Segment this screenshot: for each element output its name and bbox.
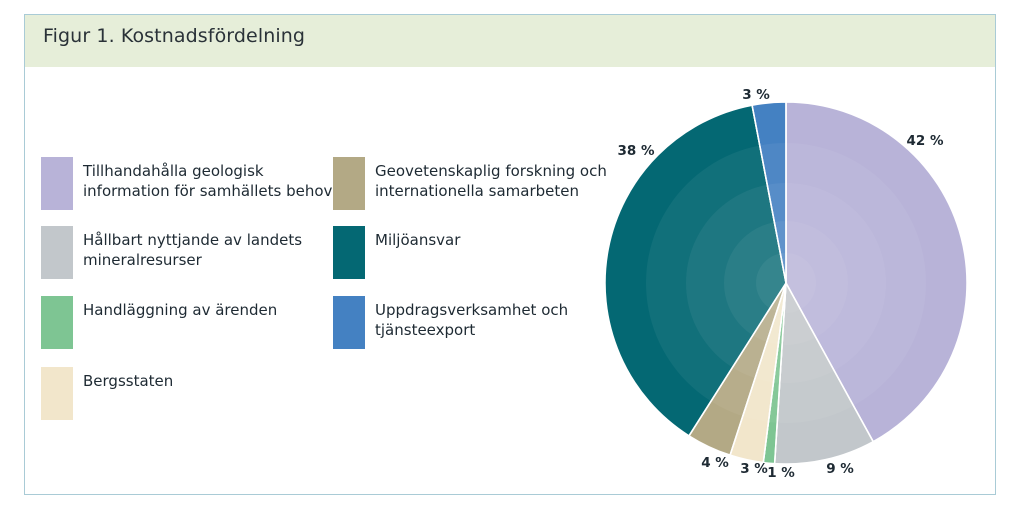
- legend-item: Uppdragsverksamhet och tjänsteexport: [333, 296, 615, 349]
- pie-data-label: 9 %: [826, 461, 854, 477]
- legend-swatch: [41, 157, 73, 210]
- figure-title: Figur 1. Kostnadsfördelning: [43, 25, 306, 47]
- pie-separator: [773, 282, 787, 464]
- legend-item: Hållbart nyttjande av landets mineralres…: [41, 226, 333, 279]
- legend-item: Geovetenskaplig forskning och internatio…: [333, 157, 615, 210]
- figure-header: Figur 1. Kostnadsfördelning: [25, 15, 995, 67]
- legend-label: Hållbart nyttjande av landets mineralres…: [83, 231, 303, 269]
- legend-item: Bergsstaten: [41, 367, 333, 420]
- legend-item: Handläggning av ärenden: [41, 296, 333, 349]
- legend-label: Geovetenskaplig forskning och internatio…: [375, 162, 607, 200]
- legend-swatch: [333, 157, 365, 210]
- pie-separator: [785, 282, 874, 442]
- pie-slice: [785, 101, 968, 443]
- legend-swatch: [333, 296, 365, 349]
- legend-label: Handläggning av ärenden: [83, 301, 278, 319]
- legend-label: Miljöansvar: [375, 231, 461, 249]
- pie-data-label: 42 %: [906, 133, 943, 149]
- pie-data-label: 38 %: [617, 143, 654, 159]
- legend-swatch: [41, 226, 73, 279]
- pie-separator: [729, 282, 787, 456]
- pie-data-label: 1 %: [767, 465, 795, 481]
- legend-label: Tillhandahålla geologisk information för…: [83, 162, 333, 200]
- legend-swatch: [41, 296, 73, 349]
- pie-data-label: 3 %: [740, 461, 768, 477]
- pie-separator: [762, 282, 787, 463]
- legend-label: Uppdragsverksamhet och tjänsteexport: [375, 301, 569, 339]
- legend-label: Bergsstaten: [83, 372, 174, 390]
- legend-swatch: [333, 226, 365, 279]
- legend-item: Tillhandahålla geologisk information för…: [41, 157, 333, 210]
- legend-item: Miljöansvar: [333, 226, 615, 279]
- pie-data-label: 4 %: [701, 455, 729, 471]
- pie-data-label: 3 %: [742, 87, 770, 103]
- pie-slice: [773, 280, 875, 465]
- legend-swatch: [41, 367, 73, 420]
- pie-separator: [688, 282, 787, 437]
- pie-separator: [751, 105, 787, 284]
